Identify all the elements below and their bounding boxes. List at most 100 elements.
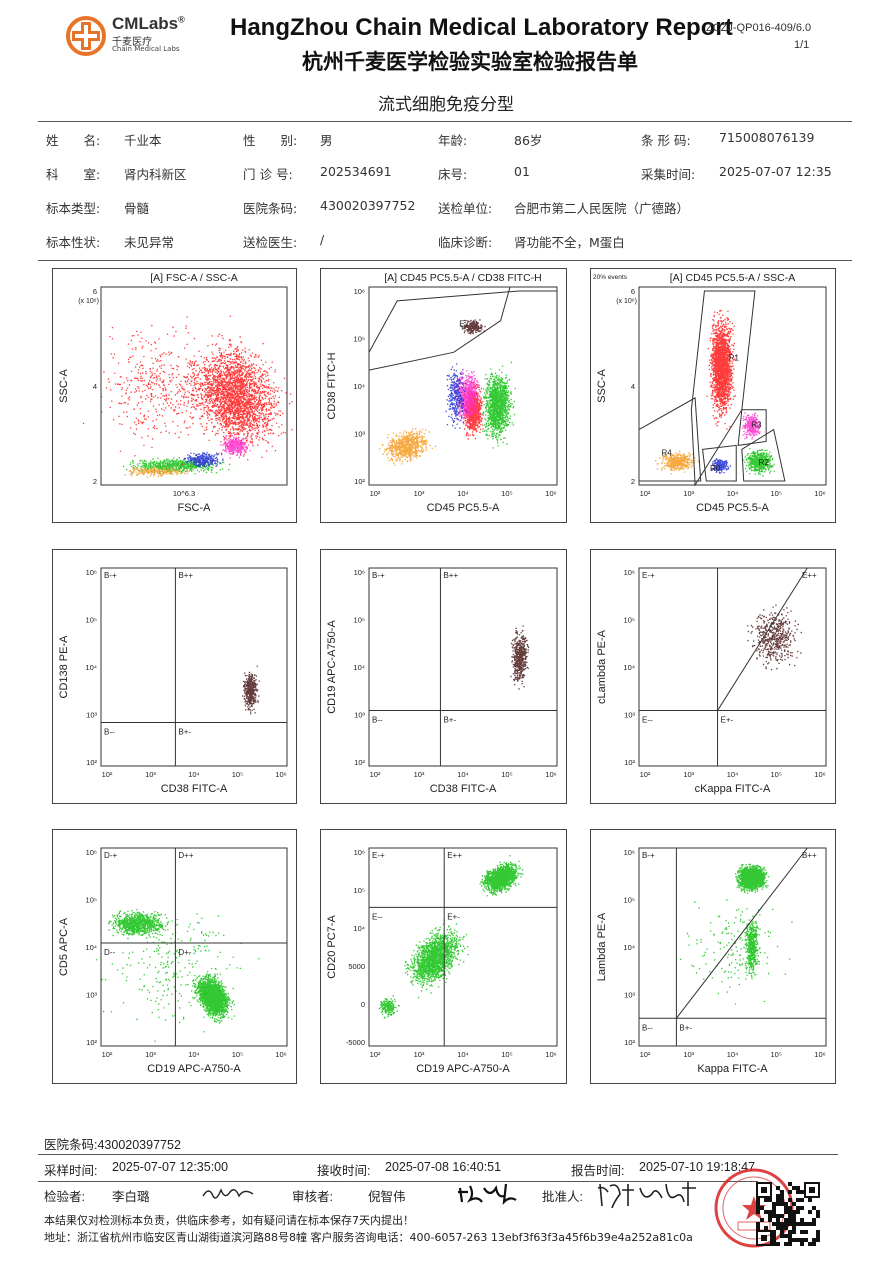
y-tick-label: 10³ [86,991,97,1000]
receive-time: 2025-07-08 16:40:51 [385,1160,502,1174]
x-tick-label: 10⁶ [545,489,556,498]
x-axis-label: Kappa FITC-A [697,1063,768,1075]
event-cloud [378,428,437,466]
qr-code-icon [756,1182,820,1250]
info-label: 姓 名: [46,133,101,148]
quadrant-label: E+- [447,912,460,921]
x-tick-label: 10² [640,1050,651,1059]
x-tick-label: 10² [370,770,381,779]
y-tick-label: 10³ [624,991,635,1000]
report-subtitle: 流式细胞免疫分型 [378,95,514,115]
flow-plot-svg: cKappa FITC-A cLambda PE-A 10⁶ 10⁵ 10⁴ 10³ 10²… [596,567,827,795]
y-tick-label: 10⁵ [354,616,365,625]
divider [38,121,852,122]
flow-plot-svg: CD38 FITC-A CD19 APC-A750-A 10⁶ 10⁵ 10⁴ 10³ 10… [326,567,558,795]
quadrant-label: E-+ [372,851,385,860]
events [95,909,260,1042]
gate-R3 [737,409,767,446]
x-axis-label: CD38 FITC-A [430,783,497,795]
flow-plot-svg: Kappa FITC-A Lambda PE-A 10⁶ 10⁵ 10⁴ 10³ 10² 10… [596,847,827,1075]
y-tick-label: 10⁴ [623,663,635,672]
event-cloud [124,466,193,478]
event-cloud [460,319,486,335]
event-cloud [183,452,224,468]
x-tick-label: 10⁵ [771,489,782,498]
y-tick-label: 6 [631,287,635,296]
flow-plot-panel: CD19 APC-A750-A CD20 PC7-A 10⁶ 10⁵ 10⁴ 5000 0 -… [320,829,567,1084]
y-tick-label: 10⁵ [86,896,97,905]
x-tick-label: 10⁵ [771,770,782,779]
divider [38,1154,838,1155]
quadrant-label: E-- [372,912,383,921]
divider [38,1181,758,1182]
y-tick-label: 10⁶ [624,848,635,857]
events-note: 20% events [593,274,628,281]
flow-plot-panel: [A] CD45 PC5.5-A / CD38 FITC-H CD45 PC5.5… [320,268,567,523]
x-tick-label: 10³ [145,1050,156,1059]
flow-plot-panel: CD38 FITC-A CD138 PE-A 10⁶ 10⁵ 10⁴ 10³ 10² 10² 1… [52,549,297,804]
y-tick-label: 10³ [354,711,365,720]
gate-label: R4 [661,448,672,457]
y-tick-label: 10⁶ [354,848,365,857]
info-label: 采集时间: [641,167,696,182]
reviewer-name: 倪智伟 [368,1190,406,1204]
quadrant-label: B+- [443,716,456,725]
gate-line [368,286,511,371]
y-axis-label: SSC-A [58,369,70,403]
events [242,665,260,715]
x-axis-label: CD19 APC-A750-A [147,1063,241,1075]
plot-area [638,567,827,767]
plot-area [368,567,558,767]
info-label: 临床诊断: [438,235,493,250]
gate-R2 [741,428,786,482]
event-cloud [480,361,516,449]
qr-finder [809,1187,815,1193]
diagonal-gate [676,847,808,1019]
x-tick-label: 10³ [414,489,425,498]
y-tick-label: 10³ [624,711,635,720]
gate-label: E7 [459,320,469,329]
report-time: 2025-07-10 19:18:47 [639,1160,756,1174]
x-tick-label: 10³ [683,489,694,498]
quadrant-label: E-+ [642,571,655,580]
gate-R4 [638,397,702,482]
info-label: 送检医生: [243,235,298,250]
plot-title: [A] CD45 PC5.5-A / SSC-A [670,272,795,284]
gate-label: R0 [710,464,721,473]
divider [38,260,852,261]
info-value: 未见异常 [124,235,175,250]
y-tick-label: 10⁵ [624,896,635,905]
y-tick-label: 0 [361,1000,365,1009]
quadrant-label: B-- [104,727,115,736]
gate-R1 [690,290,756,487]
scale-note: (x 10⁶) [616,298,637,305]
gate-R0 [702,444,737,482]
quadrant-label: B-- [642,1023,653,1032]
info-label: 性 别: [243,133,298,148]
plot-title: [A] CD45 PC5.5-A / CD38 FITC-H [384,272,542,284]
tester-name: 李白璐 [112,1190,150,1204]
info-value: 肾功能不全，M蛋白 [514,235,625,250]
flow-plot-panel: [A] CD45 PC5.5-A / SSC-A CD45 PC5.5-A SSC-… [590,268,836,523]
quadrant-label: B++ [802,851,817,860]
y-axis-label: CD19 APC-A750-A [326,620,338,714]
x-axis-label: cKappa FITC-A [695,783,771,795]
y-axis-label: CD138 PE-A [58,635,70,699]
flow-plot-panel: CD19 APC-A750-A CD5 APC-A 10⁶ 10⁵ 10⁴ 10³ 10² 1… [52,829,297,1084]
document-number: ZCZJ-QP016-409/6.0 [706,22,812,34]
events [655,309,775,477]
x-tick-label: 10⁵ [501,489,512,498]
event-cloud [108,909,173,940]
x-tick-label: 10³ [683,1050,694,1059]
info-value: 01 [514,164,530,179]
info-label: 床号: [438,167,468,182]
info-label: 科 室: [46,167,101,182]
flow-plot-panel: CD38 FITC-A CD19 APC-A750-A 10⁶ 10⁵ 10⁴ 10³ 10… [320,549,567,804]
event-cloud [404,919,469,999]
x-tick-label: 10⁴ [727,770,739,779]
qr-finder [761,1235,767,1241]
y-tick-label: 2 [631,477,635,486]
y-tick-label: 10⁵ [354,335,365,344]
logo-en: Chain Medical Labs [112,45,180,53]
gate-label: R2 [759,458,770,467]
